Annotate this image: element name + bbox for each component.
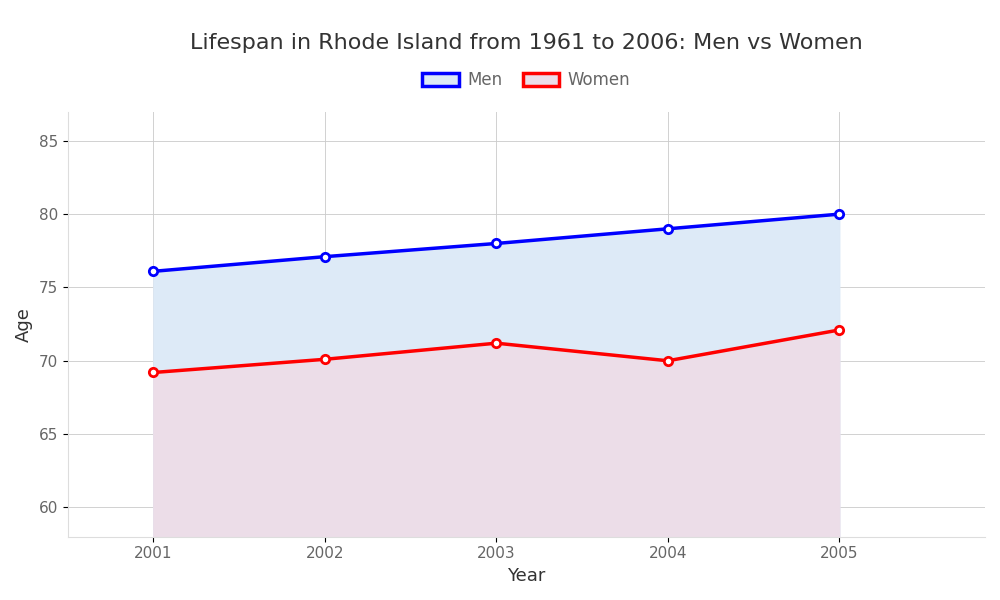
Legend: Men, Women: Men, Women bbox=[416, 65, 637, 96]
Title: Lifespan in Rhode Island from 1961 to 2006: Men vs Women: Lifespan in Rhode Island from 1961 to 20… bbox=[190, 33, 863, 53]
X-axis label: Year: Year bbox=[507, 567, 546, 585]
Y-axis label: Age: Age bbox=[15, 307, 33, 341]
